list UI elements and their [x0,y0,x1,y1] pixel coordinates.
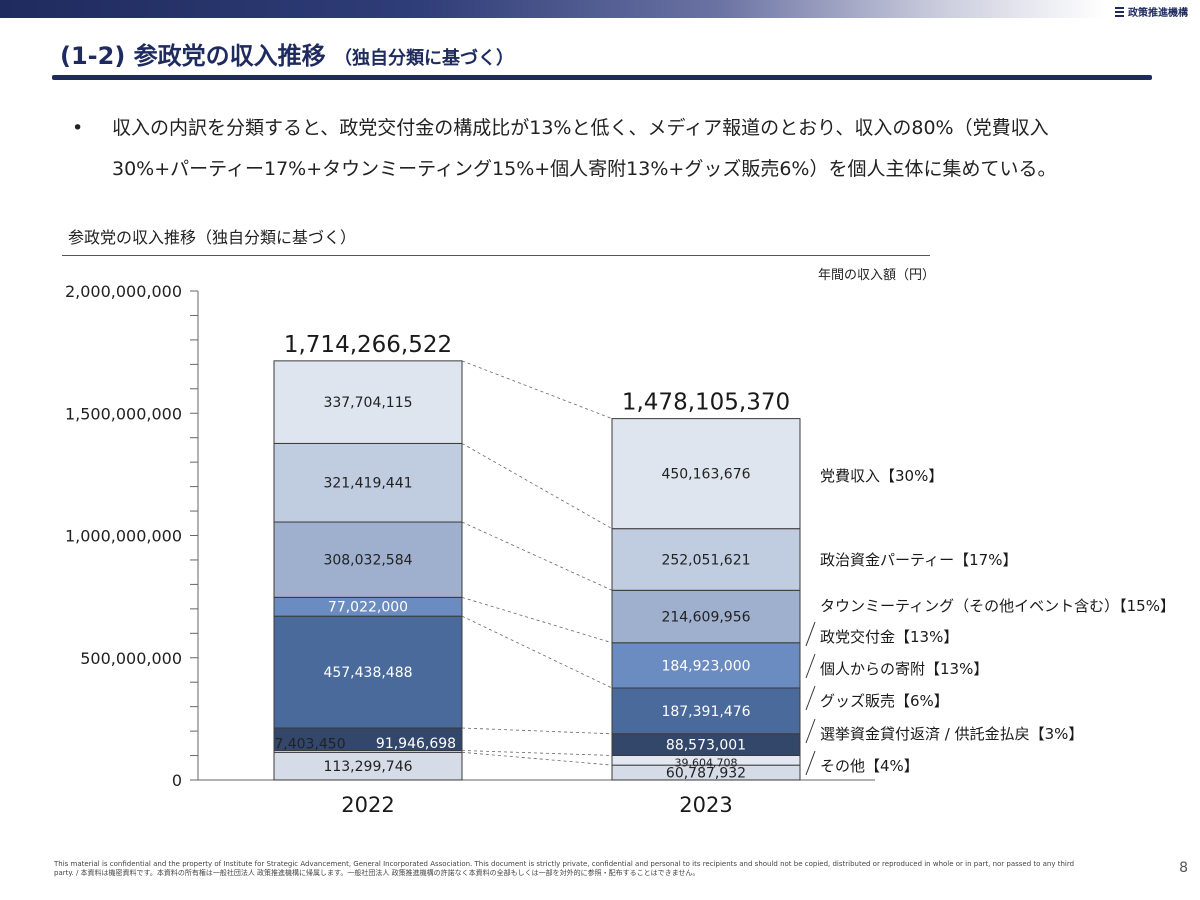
bar-segment [611,418,801,530]
chart-title-divider [62,255,930,256]
x-tick-label: 2023 [679,793,732,817]
y-tick-label: 500,000,000 [80,649,182,668]
bar-value-label: 7,403,450 [274,736,345,752]
legend-label: 政治資金パーティー【17%】 [820,551,1017,569]
legend-label: 政党交付金【13%】 [820,628,958,646]
bar-value-label: 450,163,676 [661,467,750,483]
connector-line [461,596,613,644]
bar-value-label: 337,704,115 [323,395,412,411]
page-number: 8 [1179,860,1188,876]
org-logo: 政策推進機構 [1115,4,1188,19]
bar-segment [611,687,801,735]
legend-leader [805,750,816,776]
connector-line [461,521,613,591]
y-tick-label: 2,000,000,000 [65,282,182,301]
bar-value-label: 91,946,698 [376,736,456,752]
bar-value-label: 321,419,441 [323,476,412,492]
y-tick-label: 1,000,000,000 [65,527,182,546]
bar-value-label: 60,787,932 [666,766,746,782]
connector-line [461,615,613,689]
bar-value-label: 187,391,476 [661,704,750,720]
connector-line [461,360,613,419]
legend-leader [805,653,816,679]
bar-value-label: 184,923,000 [661,658,750,674]
bar-segment [273,521,463,598]
bar-value-label: 308,032,584 [323,553,412,569]
bar-segment [611,642,801,689]
bar-total-label: 1,478,105,370 [622,390,790,416]
page-title-sub: （独自分類に基づく） [334,48,515,69]
connector-line [461,751,613,766]
bar-value-label: 113,299,746 [323,759,412,775]
bar-value-label: 88,573,001 [666,738,746,754]
bar-segment [273,360,463,444]
bar-segment [611,589,801,644]
legend-label: グッズ販売【6%】 [820,692,949,710]
legend-label: 党費収入【30%】 [820,467,943,485]
top-banner [0,0,1200,18]
legend-label: 選挙資金貸付返済 / 供託金払戻【3%】 [820,725,1083,743]
bar-segment [273,442,463,523]
legend-label: 個人からの寄附【13%】 [820,660,988,678]
legend-label: タウンミーティング（その他イベント含む）【15%】 [820,597,1175,615]
bar-segment [273,751,463,781]
bar-value-label: 77,022,000 [328,600,408,616]
connector-line [461,750,613,756]
page-title-main: (1-2) 参政党の収入推移 [60,42,326,70]
chart-title: 参政党の収入推移（独自分類に基づく） [68,228,357,247]
y-tick-label: 1,500,000,000 [65,404,182,423]
confidentiality-footer: This material is confidential and the pr… [54,860,1075,877]
bar-value-label: 252,051,621 [661,552,750,568]
legend-leader [805,718,816,744]
connector-line [461,443,613,530]
bar-total-label: 1,714,266,522 [284,332,452,358]
bar-value-label: 39,604,708 [675,756,738,769]
bullet-text: 収入の内訳を分類すると、政党交付金の構成比が13%と低く、メディア報道のとおり、… [112,117,1057,180]
connector-line [461,727,613,735]
bullet-mark: • [72,117,84,139]
bar-value-label: 214,609,956 [661,610,750,626]
bar-value-label: 457,438,488 [323,665,412,681]
y-tick-label: 0 [172,771,182,790]
title-divider [52,75,1152,80]
legend-leader [805,685,816,711]
y-unit-label: 年間の収入額（円） [818,268,935,283]
x-tick-label: 2022 [341,793,394,817]
bar-segment [273,615,463,729]
bar-segment [611,528,801,591]
legend-label: その他【4%】 [820,757,919,775]
legend-leader [805,621,816,647]
page-title: (1-2) 参政党の収入推移 （独自分類に基づく） [60,36,514,71]
org-name: 政策推進機構 [1128,8,1188,19]
logo-icon [1115,6,1124,17]
